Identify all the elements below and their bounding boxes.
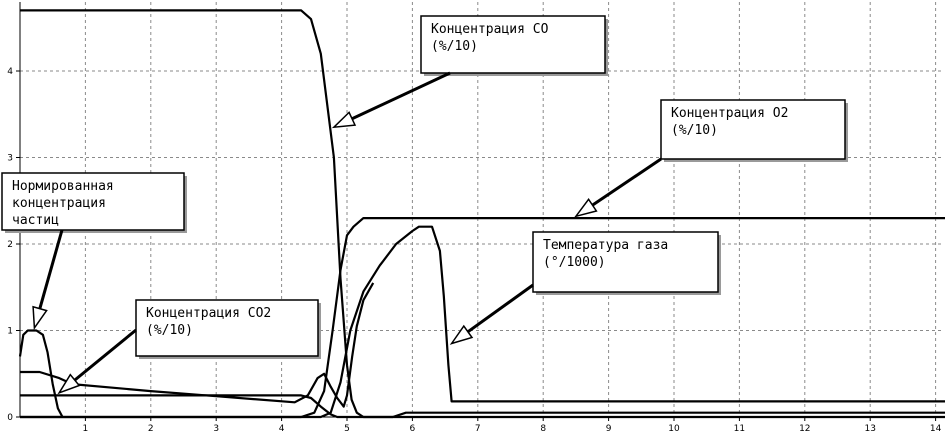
x-tick-label: 6 xyxy=(410,424,416,434)
x-tick-label: 11 xyxy=(734,424,745,434)
annotation-co2: Концентрация CO2 (%/10) xyxy=(57,299,321,395)
series-line-0 xyxy=(20,9,945,419)
y-tick-label: 2 xyxy=(7,240,13,250)
annotation-text: (%/10) xyxy=(431,39,478,54)
annotation-text: частиц xyxy=(12,213,59,228)
annotation-leader-line xyxy=(73,328,137,382)
annotation-text: Концентрация O2 xyxy=(671,106,788,121)
x-tick-label: 7 xyxy=(475,424,481,434)
annotation-leader-line xyxy=(38,229,64,310)
x-tick-label: 3 xyxy=(213,424,219,434)
annotation-box xyxy=(532,231,719,293)
annotation-text: Нормированная xyxy=(12,179,114,194)
annotation-box xyxy=(135,299,319,357)
x-tick-label: 1 xyxy=(83,424,89,434)
annotation-leader-line xyxy=(591,157,662,207)
annotation-arrowhead xyxy=(331,111,357,129)
annotation-co: Концентрация CO (%/10) xyxy=(331,15,608,129)
series-lines xyxy=(18,9,945,419)
annotation-leader-line xyxy=(351,71,451,121)
y-tick-label: 3 xyxy=(7,154,13,164)
x-tick-label: 10 xyxy=(668,424,680,434)
annotation-arrowhead xyxy=(32,305,48,331)
annotation-text: Концентрация CO2 xyxy=(146,306,271,321)
y-tick-label: 1 xyxy=(7,327,13,337)
annotation-arrowhead xyxy=(574,198,598,218)
x-tick-label: 4 xyxy=(279,424,285,434)
series-line-5 xyxy=(20,394,945,419)
series-line-2 xyxy=(20,225,945,419)
annotation-particles: Нормированная концентрация частиц xyxy=(1,172,187,331)
x-tick-label: 14 xyxy=(930,424,942,434)
annotation-arrowhead xyxy=(449,324,474,345)
annotation-text: (°/1000) xyxy=(543,255,606,270)
annotation-text: концентрация xyxy=(12,196,106,211)
annotation-text: Концентрация CO xyxy=(431,22,549,37)
annotation-box xyxy=(1,172,185,231)
series-line-4 xyxy=(18,329,64,418)
annotation-arrowhead xyxy=(57,373,81,395)
annotations: Концентрация CO (%/10) Концентрация O2 (%/1… xyxy=(1,15,848,395)
annotation-box xyxy=(660,99,846,160)
annotation-text: Температура газа xyxy=(543,238,668,253)
x-tick-label: 13 xyxy=(864,424,875,434)
x-tick-label: 5 xyxy=(344,424,350,434)
annotation-o2: Концентрация O2 (%/10) xyxy=(574,99,848,218)
x-tick-label: 8 xyxy=(540,424,546,434)
annotation-text: (%/10) xyxy=(146,323,193,338)
y-tick-label: 0 xyxy=(7,413,13,423)
x-tick-label: 12 xyxy=(799,424,810,434)
x-tick-label: 2 xyxy=(148,424,154,434)
x-tick-label: 9 xyxy=(606,424,612,434)
annotation-temp: Температура газа (°/1000) xyxy=(449,231,721,345)
annotation-box xyxy=(420,15,606,74)
annotation-text: (%/10) xyxy=(671,123,718,138)
annotation-leader-line xyxy=(467,283,534,334)
series-line-1 xyxy=(20,217,945,419)
y-tick-label: 4 xyxy=(7,67,13,77)
